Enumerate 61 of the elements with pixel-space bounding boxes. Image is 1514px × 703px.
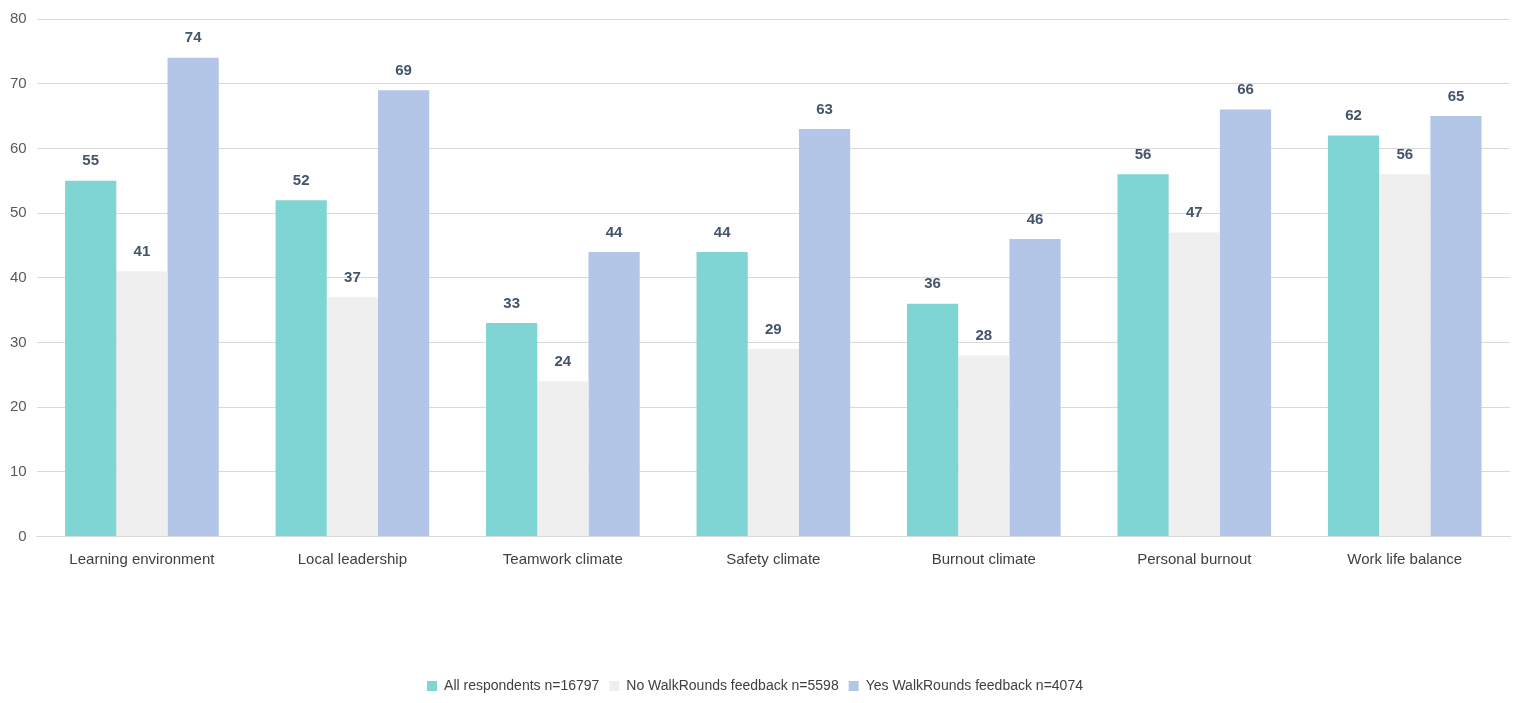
bar — [537, 381, 589, 537]
data-label: 24 — [554, 351, 572, 369]
data-label: 55 — [82, 151, 100, 169]
x-tick-label: Burnout climate — [931, 549, 1036, 567]
bar — [65, 180, 117, 537]
data-label: 56 — [1134, 144, 1152, 162]
bar — [588, 251, 640, 537]
bar — [378, 90, 430, 537]
bar — [1379, 174, 1431, 537]
x-tick-label: Learning environment — [69, 549, 216, 567]
bar — [906, 303, 959, 537]
bar — [1219, 109, 1272, 537]
data-label: 41 — [133, 241, 151, 259]
x-tick-label: Local leadership — [297, 549, 408, 567]
data-label: 74 — [184, 28, 203, 46]
y-tick-label: 20 — [10, 397, 27, 415]
data-label: 66 — [1237, 80, 1254, 98]
data-label: 36 — [924, 274, 941, 292]
data-label: 29 — [765, 319, 782, 337]
bar — [275, 200, 327, 537]
data-label: 56 — [1396, 144, 1414, 162]
y-tick-label: 50 — [10, 203, 27, 221]
data-label: 65 — [1447, 86, 1465, 104]
y-tick-label: 0 — [18, 526, 27, 544]
legend-label: All respondents n=16797 — [444, 676, 600, 693]
legend-label: Yes WalkRounds feedback n=4074 — [865, 676, 1084, 693]
bar — [747, 348, 799, 537]
bar — [958, 355, 1010, 537]
bar — [1168, 232, 1220, 537]
bar — [167, 57, 219, 537]
y-tick-label: 70 — [10, 73, 27, 91]
bar — [798, 128, 851, 537]
bar — [1327, 135, 1380, 537]
bar — [486, 323, 538, 537]
x-tick-label: Personal burnout — [1137, 549, 1253, 567]
data-label: 37 — [344, 267, 361, 285]
data-label: 44 — [713, 222, 732, 240]
y-tick-label: 40 — [10, 267, 27, 285]
bar — [116, 271, 168, 537]
data-label: 47 — [1185, 203, 1203, 221]
y-tick-label: 60 — [10, 138, 27, 156]
y-tick-label: 80 — [10, 9, 27, 27]
y-tick-label: 30 — [10, 332, 27, 350]
y-tick-label: 10 — [10, 462, 27, 480]
bar — [696, 251, 748, 537]
bar — [326, 297, 378, 537]
data-label: 52 — [292, 170, 310, 188]
data-label: 33 — [503, 293, 520, 311]
x-tick-label: Work life balance — [1347, 549, 1463, 567]
data-label: 69 — [395, 60, 412, 78]
data-label: 62 — [1345, 106, 1362, 124]
data-label: 44 — [605, 222, 624, 240]
data-label: 46 — [1026, 209, 1044, 227]
bar — [1009, 238, 1061, 537]
data-label: 63 — [816, 99, 833, 117]
legend-label: No WalkRounds feedback n=5598 — [626, 676, 839, 693]
x-tick-label: Safety climate — [726, 549, 821, 567]
bar — [1117, 174, 1169, 537]
bar — [1430, 116, 1482, 537]
data-label: 28 — [975, 326, 993, 344]
x-tick-label: Teamwork climate — [502, 549, 623, 567]
